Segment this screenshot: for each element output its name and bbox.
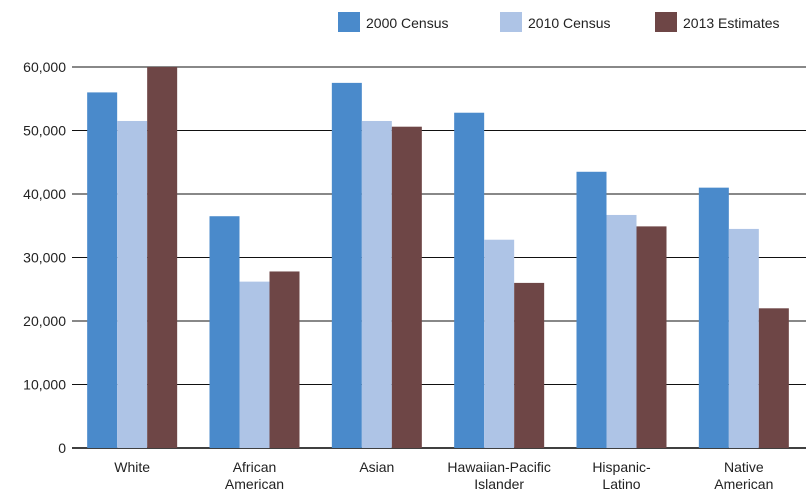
legend-swatch	[338, 12, 360, 32]
legend-label: 2000 Census	[366, 15, 449, 31]
bar	[606, 214, 637, 448]
x-tick-label: Asian	[359, 459, 394, 475]
legend-swatch	[655, 12, 677, 32]
gridlines	[72, 66, 806, 449]
bar	[239, 281, 270, 448]
bar	[636, 226, 667, 448]
bar	[484, 239, 515, 448]
y-tick-label: 0	[58, 440, 66, 456]
bar	[147, 67, 178, 448]
y-tick-label: 20,000	[23, 313, 66, 329]
x-tick-label: African American	[225, 459, 284, 492]
bar	[698, 187, 729, 448]
bar	[576, 171, 607, 448]
y-tick-label: 10,000	[23, 377, 66, 393]
x-tick-label: Native American	[714, 459, 773, 492]
x-tick-label: White	[114, 459, 150, 475]
x-axis: White African American Asian Hawaiian-Pacifi…	[114, 459, 773, 492]
bar	[728, 228, 759, 448]
bar	[269, 271, 300, 448]
y-tick-label: 50,000	[23, 123, 66, 139]
x-tick-label: Hispanic-Latino	[592, 459, 651, 492]
bar	[391, 126, 422, 448]
y-tick-label: 30,000	[23, 250, 66, 266]
bar	[514, 282, 545, 448]
legend-label: 2013 Estimates	[683, 15, 780, 31]
y-tick-label: 40,000	[23, 186, 66, 202]
bar	[331, 82, 362, 448]
y-axis: 0 10,000 20,000 30,000 40,000 50,000 60,000	[23, 59, 66, 456]
bar	[454, 112, 485, 448]
bar	[117, 120, 148, 448]
bars	[87, 67, 789, 449]
legend: 2000 Census 2010 Census 2013 Estimates	[338, 12, 780, 32]
legend-label: 2010 Census	[528, 15, 611, 31]
bar	[758, 308, 789, 448]
x-tick-label: Hawaiian-Pacific Islander	[447, 459, 550, 492]
y-tick-label: 60,000	[23, 59, 66, 75]
bar	[361, 120, 392, 448]
bar	[209, 216, 240, 448]
legend-swatch	[500, 12, 522, 32]
bar	[87, 92, 118, 449]
